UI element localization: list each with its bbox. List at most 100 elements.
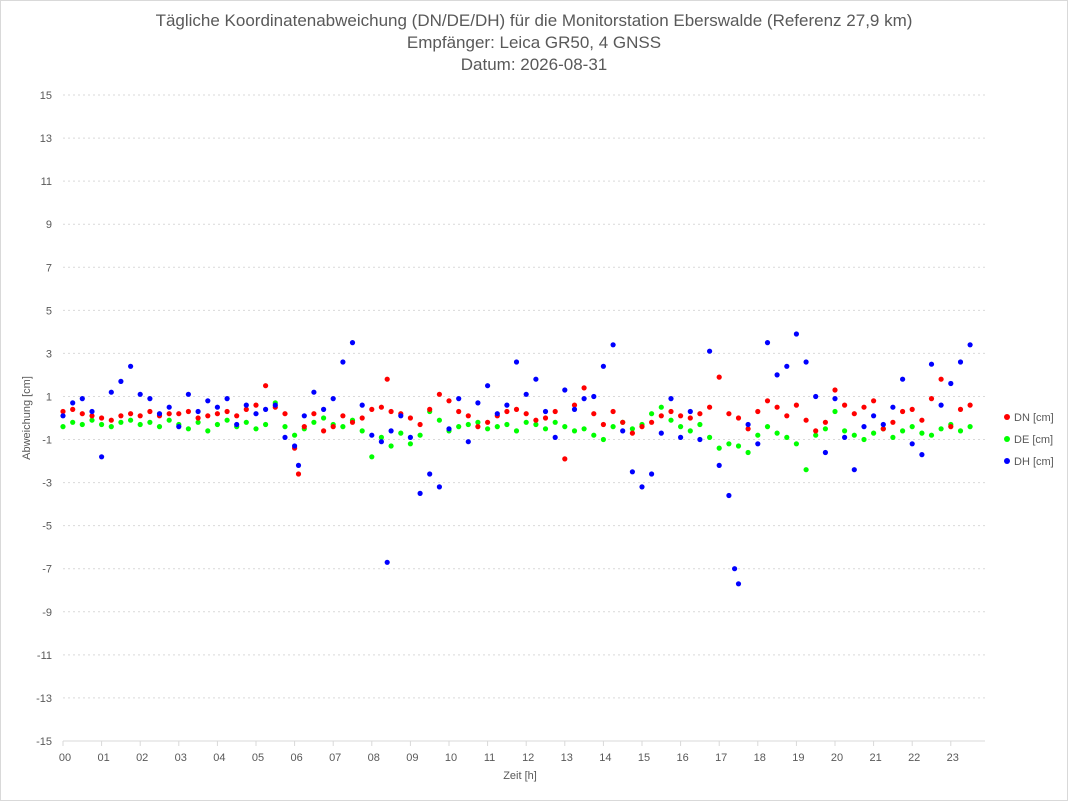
data-point <box>475 400 481 406</box>
data-point <box>456 424 462 430</box>
data-point <box>70 419 76 425</box>
data-point <box>321 428 327 434</box>
data-point <box>263 383 269 389</box>
data-point <box>678 434 684 440</box>
data-point <box>456 396 462 402</box>
data-point <box>928 396 935 402</box>
data-point <box>523 419 529 425</box>
data-point <box>871 398 877 404</box>
data-point <box>89 417 95 423</box>
data-point <box>378 439 384 445</box>
data-point <box>359 415 365 421</box>
x-tick-label: 08 <box>368 752 380 764</box>
data-point <box>176 411 182 417</box>
data-point <box>639 484 645 490</box>
data-point <box>156 411 163 417</box>
data-point <box>967 402 973 408</box>
data-point <box>552 434 558 440</box>
data-point <box>465 439 471 445</box>
data-point <box>948 380 954 387</box>
data-point <box>427 471 433 477</box>
data-point <box>398 430 404 436</box>
x-tick-label: 11 <box>484 752 495 764</box>
data-point <box>407 441 413 447</box>
data-point <box>465 413 471 419</box>
data-point <box>745 426 751 432</box>
data-point <box>928 361 935 367</box>
data-point <box>456 408 462 415</box>
data-point <box>707 348 713 354</box>
y-tick-label: 1 <box>46 391 52 403</box>
data-point <box>813 428 819 434</box>
data-point <box>475 424 481 430</box>
data-point <box>504 402 510 408</box>
data-point <box>436 484 442 490</box>
data-point <box>243 419 249 425</box>
data-point <box>224 396 230 402</box>
data-point <box>649 471 655 477</box>
data-point <box>803 359 809 365</box>
data-point <box>494 424 500 430</box>
data-point <box>436 391 442 397</box>
y-tick-label: -1 <box>42 435 52 447</box>
data-point <box>295 471 302 477</box>
x-tick-label: 13 <box>561 752 573 764</box>
y-tick-label: 9 <box>46 219 52 231</box>
data-point <box>707 434 713 440</box>
data-point <box>880 421 886 428</box>
data-point <box>697 436 703 443</box>
x-tick-label: 10 <box>445 752 457 764</box>
data-point <box>166 404 172 410</box>
data-point <box>359 428 365 434</box>
data-point <box>542 415 549 421</box>
data-point <box>205 398 211 404</box>
x-tick-label: 09 <box>406 752 418 764</box>
x-tick-label: 21 <box>869 752 881 764</box>
data-point <box>649 419 655 425</box>
data-point <box>890 434 896 440</box>
x-tick-label: 01 <box>97 752 109 764</box>
y-tick-label: 7 <box>46 262 52 274</box>
data-point <box>243 402 249 408</box>
data-point <box>330 424 336 430</box>
data-point <box>295 462 302 468</box>
data-point <box>137 391 143 397</box>
data-point <box>513 406 520 412</box>
data-point <box>938 426 944 432</box>
data-point <box>485 383 491 389</box>
data-point <box>909 406 915 412</box>
data-point <box>726 441 732 447</box>
data-point <box>70 400 76 406</box>
data-point <box>900 376 906 382</box>
data-point <box>687 408 693 415</box>
data-point <box>79 421 85 428</box>
data-point <box>176 424 182 430</box>
data-point <box>340 424 346 430</box>
data-point <box>214 411 220 417</box>
data-point <box>678 424 684 430</box>
legend-label: DE [cm] <box>1014 434 1053 446</box>
data-point <box>832 408 838 415</box>
data-point <box>166 411 172 417</box>
data-point <box>745 449 751 456</box>
data-point <box>156 424 163 430</box>
data-point <box>948 424 954 430</box>
x-axis-ticks: 00 01 02 03 04 05 06 07 08 09 10 11 12 13 14 15 16 17 18 19… <box>59 741 959 764</box>
chart-title: Tägliche Koordinatenabweichung (DN/DE/DH… <box>155 11 913 30</box>
data-point <box>407 415 413 421</box>
data-point <box>890 404 896 410</box>
x-tick-label: 17 <box>715 752 727 764</box>
data-point <box>687 428 693 434</box>
data-point <box>774 372 780 378</box>
data-point <box>900 428 906 434</box>
data-point <box>716 374 722 380</box>
data-point <box>485 419 491 425</box>
data-point <box>427 406 433 412</box>
data-point <box>407 434 413 440</box>
data-point <box>629 426 636 432</box>
x-tick-label: 15 <box>638 752 650 764</box>
y-tick-label: -11 <box>37 650 52 662</box>
data-point <box>755 441 761 447</box>
data-point <box>542 408 549 415</box>
data-point <box>523 391 529 397</box>
